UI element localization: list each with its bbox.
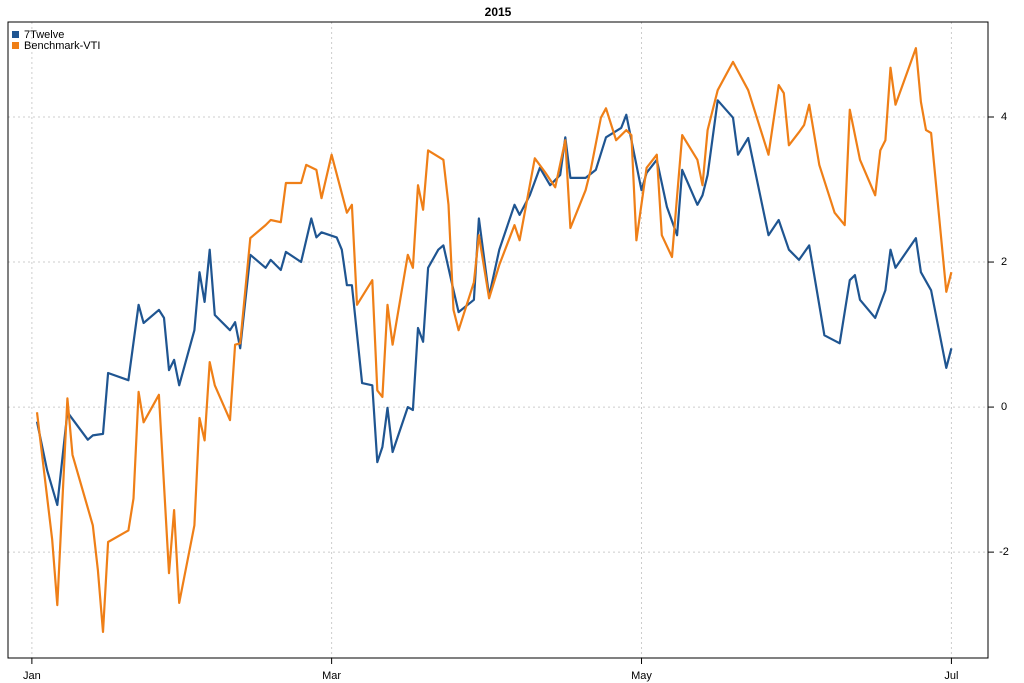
legend-label: Benchmark-VTI xyxy=(24,40,100,52)
legend-swatch xyxy=(12,31,19,38)
chart-title: 2015 xyxy=(485,5,512,19)
x-tick-label: Jan xyxy=(23,670,41,682)
legend-swatch xyxy=(12,42,19,49)
legend-label: 7Twelve xyxy=(24,29,64,41)
y-tick-label: 4 xyxy=(1001,111,1007,123)
y-tick-label: -2 xyxy=(999,546,1009,558)
series-line xyxy=(35,47,953,633)
y-tick-label: 2 xyxy=(1001,256,1007,268)
series-line xyxy=(35,99,953,507)
x-tick-label: Mar xyxy=(322,670,341,682)
x-tick-label: Jul xyxy=(944,670,958,682)
x-tick-label: May xyxy=(631,670,652,682)
plot-border xyxy=(7,21,989,659)
y-tick-label: 0 xyxy=(1001,401,1007,413)
